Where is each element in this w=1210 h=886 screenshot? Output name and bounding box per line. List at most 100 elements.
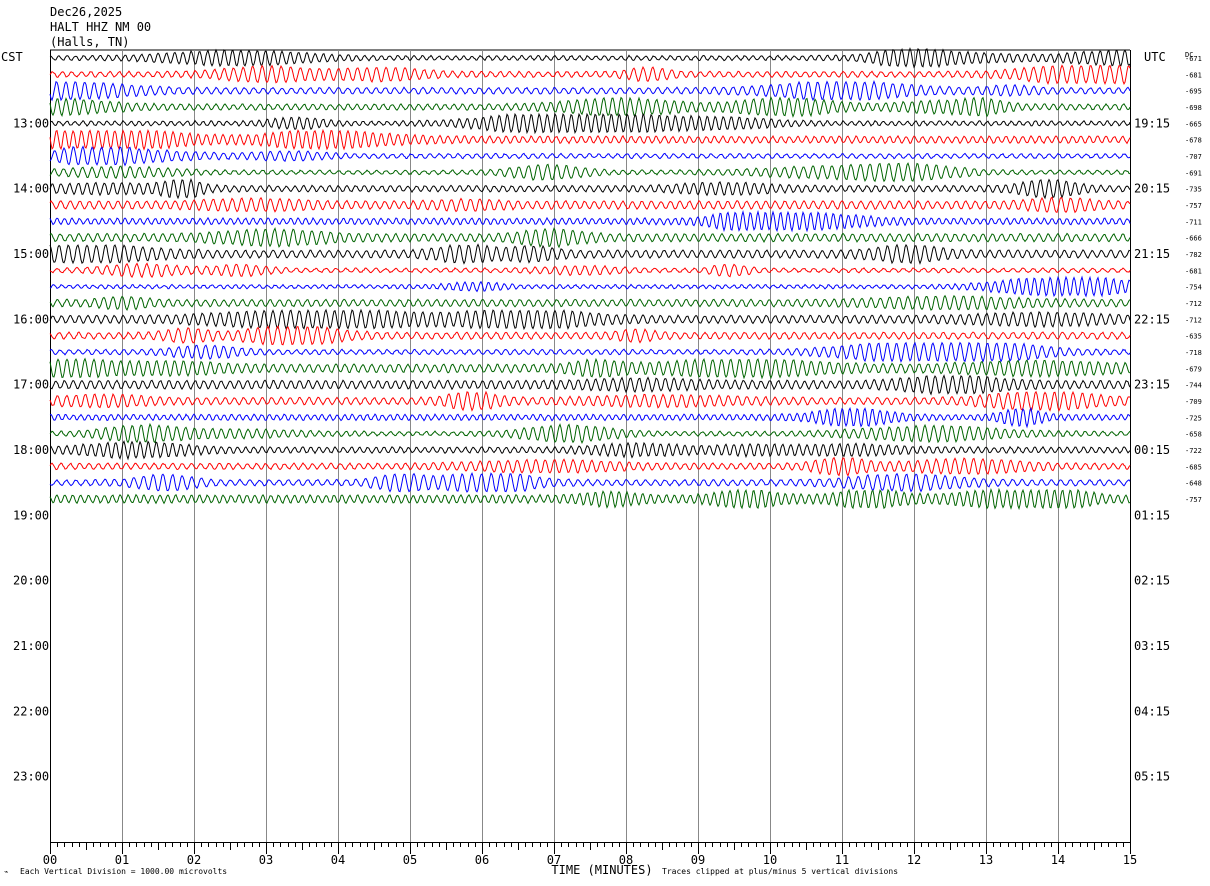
dc-offset-label: -744	[1185, 382, 1202, 390]
dc-offset-label: -725	[1185, 414, 1202, 422]
seismic-trace-10	[49, 196, 1131, 214]
dc-offset-label: -691	[1185, 169, 1202, 177]
vertical-division-note: Each Vertical Division = 1000.00 microvo…	[20, 867, 228, 876]
dc-offset-label: -685	[1185, 463, 1202, 471]
left-hour-label: 21:00	[13, 639, 49, 653]
right-hour-label: 00:15	[1134, 443, 1170, 457]
dc-offset-label: -757	[1185, 202, 1202, 210]
right-hour-label: 21:15	[1134, 247, 1170, 261]
dc-offset-label: -735	[1185, 186, 1202, 194]
left-hour-label: 13:00	[13, 116, 49, 130]
right-axis-label-utc: UTC	[1144, 50, 1166, 64]
seismic-trace-13	[49, 243, 1131, 265]
left-hour-label: 18:00	[13, 443, 49, 457]
seismic-trace-18	[49, 325, 1131, 346]
left-hour-label: 15:00	[13, 247, 49, 261]
x-tick-label: 04	[331, 853, 345, 867]
left-hour-label: 14:00	[13, 182, 49, 196]
left-hour-label: 19:00	[13, 508, 49, 522]
left-hour-label: 20:00	[13, 574, 49, 588]
seismic-trace-14	[49, 262, 1131, 279]
station-location: (Halls, TN)	[50, 35, 130, 49]
x-tick-label: 12	[907, 853, 921, 867]
seismic-trace-26	[49, 456, 1131, 477]
seismic-trace-11	[49, 209, 1131, 233]
dc-offset-label: -718	[1185, 349, 1202, 357]
seismic-trace-5	[49, 112, 1131, 135]
seismic-trace-3	[49, 79, 1131, 102]
seismic-trace-9	[49, 177, 1131, 200]
right-hour-label: 05:15	[1134, 770, 1170, 784]
left-hour-label: 22:00	[13, 704, 49, 718]
seismic-trace-27	[49, 471, 1131, 493]
minute-gridlines	[50, 49, 1131, 843]
seismic-trace-8	[49, 162, 1131, 183]
seismic-trace-6	[49, 128, 1131, 151]
dc-offset-label: -648	[1185, 480, 1202, 488]
x-tick-label: 03	[259, 853, 273, 867]
seismic-trace-23	[49, 406, 1131, 429]
dc-offset-label: -754	[1185, 284, 1202, 292]
right-hour-label: 04:15	[1134, 704, 1170, 718]
dc-offset-label: -709	[1185, 398, 1202, 406]
dc-offset-label: -671	[1185, 55, 1202, 63]
x-tick-label: 13	[979, 853, 993, 867]
dc-offset-label: -678	[1185, 137, 1202, 145]
axis-labels: -671 -681 -695 -698 -665 -678 -707 -691 -735 -757…	[1, 50, 1202, 877]
seismic-trace-28	[49, 487, 1131, 511]
seismic-trace-20	[49, 357, 1131, 380]
x-axis-ticks: 00 01 02 03 04 05 06 07 08 09 10 11 12 13 14 15	[43, 842, 1137, 867]
x-tick-label: 07	[547, 853, 561, 867]
seismic-trace-4	[49, 96, 1131, 118]
x-tick-label: 09	[691, 853, 705, 867]
seismic-trace-17	[49, 308, 1131, 331]
left-hour-label: 16:00	[13, 312, 49, 326]
dc-offset-label: -695	[1185, 88, 1202, 96]
x-tick-label: 15	[1123, 853, 1137, 867]
seismic-trace-25	[49, 440, 1131, 461]
x-tick-label: 02	[187, 853, 201, 867]
station-code: HALT HHZ NM 00	[50, 20, 152, 34]
right-hour-label: 20:15	[1134, 182, 1170, 196]
right-hour-label: 22:15	[1134, 312, 1170, 326]
dc-offset-label: -679	[1185, 365, 1202, 373]
dc-offset-label: -658	[1185, 431, 1202, 439]
dc-offset-label: -635	[1185, 333, 1202, 341]
dc-offset-label: -712	[1185, 316, 1202, 324]
chart-date: Dec26,2025	[50, 5, 123, 19]
dc-offset-label: -712	[1185, 300, 1202, 308]
right-hour-label: 02:15	[1134, 574, 1170, 588]
seismic-trace-7	[49, 145, 1131, 167]
left-hour-label: 17:00	[13, 378, 49, 392]
x-tick-label: 14	[1051, 853, 1065, 867]
x-tick-label: 01	[115, 853, 129, 867]
station-logo-icon: ⌁	[4, 868, 9, 876]
seismic-trace-24	[49, 422, 1131, 444]
seismic-trace-16	[49, 294, 1131, 311]
x-tick-label: 10	[763, 853, 777, 867]
dc-offset-label: -665	[1185, 120, 1202, 128]
dc-offset-label: -707	[1185, 153, 1202, 161]
seismic-trace-19	[49, 341, 1131, 363]
dc-column-label: DC	[1185, 51, 1193, 59]
x-tick-label: 11	[835, 853, 849, 867]
dc-offset-label: -711	[1185, 218, 1202, 226]
right-hour-label: 23:15	[1134, 378, 1170, 392]
seismic-trace-21	[49, 374, 1131, 396]
dc-offset-label: -698	[1185, 104, 1202, 112]
dc-offset-label: -757	[1185, 496, 1202, 504]
dc-offset-label: -782	[1185, 251, 1202, 259]
seismic-trace-22	[49, 390, 1131, 412]
seismic-trace-12	[49, 227, 1131, 249]
dc-offset-label: -722	[1185, 447, 1202, 455]
seismic-trace-2	[49, 64, 1131, 86]
x-tick-label: 00	[43, 853, 57, 867]
seismic-trace-1	[49, 47, 1131, 69]
clipping-note: Traces clipped at plus/minus 5 vertical …	[662, 867, 899, 876]
x-tick-label: 08	[619, 853, 633, 867]
dc-offset-label: -666	[1185, 235, 1202, 243]
x-tick-label: 06	[475, 853, 489, 867]
right-hour-label: 03:15	[1134, 639, 1170, 653]
dc-offset-label: -681	[1185, 267, 1202, 275]
